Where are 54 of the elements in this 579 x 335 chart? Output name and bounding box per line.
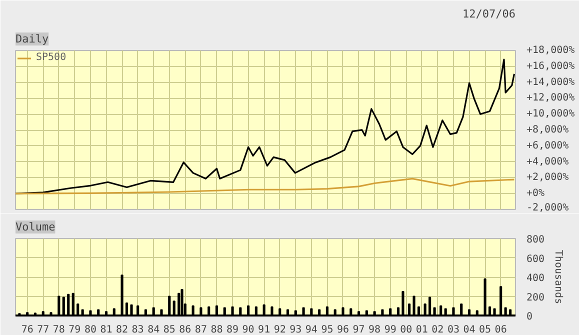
x-tick-label: 83: [132, 324, 144, 335]
y-tick-label: +6,000%: [526, 140, 569, 152]
x-tick-label: 05: [479, 324, 492, 335]
y-tick-label: 600: [526, 254, 545, 265]
x-tick-label: 04: [463, 324, 476, 335]
x-tick-label: 03: [447, 324, 460, 335]
x-tick-label: 87: [194, 324, 207, 335]
x-tick-label: 81: [100, 324, 112, 335]
y-axis-title: Thousands: [552, 250, 564, 304]
x-tick-label: 91: [258, 324, 270, 335]
x-tick-label: 77: [37, 324, 50, 335]
y-tick-label: +2,000%: [526, 172, 569, 184]
y-tick-label: +16,000%: [526, 60, 575, 72]
x-tick-label: 78: [52, 324, 65, 335]
x-tick-label: 89: [226, 324, 239, 335]
x-tick-label: 97: [352, 324, 365, 335]
y-tick-label: +10,000%: [526, 108, 575, 120]
x-tick-label: 80: [84, 324, 96, 335]
x-tick-label: 01: [416, 324, 428, 335]
line-series: [16, 178, 516, 194]
y-tick-label: +0%: [526, 188, 545, 200]
x-tick-label: 00: [400, 324, 412, 335]
x-tick-label: 96: [336, 324, 350, 335]
x-tick-label: 02: [432, 324, 444, 335]
x-tick-label: 90: [242, 324, 254, 335]
x-tick-label: 98: [368, 324, 381, 335]
y-tick-label: 200: [526, 292, 545, 304]
line-series: [16, 58, 516, 194]
chart-title: Volume: [16, 220, 56, 234]
x-tick-label: 92: [274, 324, 286, 335]
legend-label: SP500: [36, 52, 66, 63]
x-tick-label: 76: [21, 324, 34, 335]
x-tick-label: 94: [305, 324, 318, 335]
y-tick-label: +12,000%: [526, 92, 575, 104]
x-tick-label: 93: [290, 324, 302, 335]
x-tick-label: 84: [148, 324, 160, 335]
x-tick-label: 95: [321, 324, 334, 335]
y-tick-label: 0: [526, 312, 533, 322]
y-tick-label: -2,000%: [526, 202, 569, 214]
x-tick-label: 99: [384, 324, 396, 335]
chart-title: Daily: [16, 32, 49, 46]
x-tick-label: 06: [494, 324, 507, 335]
x-tick-label: 86: [179, 324, 192, 335]
y-tick-label: +8,000%: [526, 124, 569, 136]
y-tick-label: +18,000%: [526, 45, 575, 56]
x-tick-label: 88: [210, 324, 223, 335]
text: 12/07/06: [462, 8, 516, 20]
x-tick-label: 79: [68, 324, 81, 335]
x-tick-label: 82: [116, 324, 128, 335]
y-tick-label: +14,000%: [526, 76, 575, 88]
x-tick-label: 85: [163, 324, 176, 335]
y-tick-label: 400: [526, 273, 545, 284]
y-tick-label: +4,000%: [526, 156, 569, 168]
y-tick-label: 800: [526, 234, 545, 246]
